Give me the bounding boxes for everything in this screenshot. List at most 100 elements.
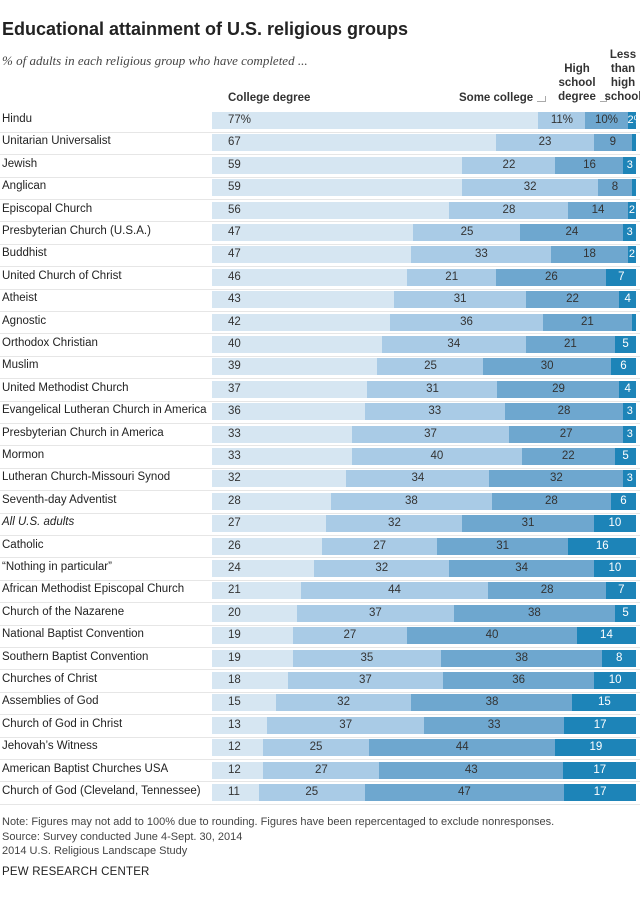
stacked-bar: 77%11%10%2% <box>212 112 637 129</box>
bar-segment-college: 12 <box>212 761 264 779</box>
bar-segment-some-college: 37 <box>287 672 444 689</box>
chart-row: Presbyterian Church in America 33 37 27 3 <box>0 424 640 447</box>
row-divider <box>0 199 640 201</box>
bar-segment-college: 59 <box>212 179 463 197</box>
bar-segment-college: 67 <box>212 134 497 152</box>
chart-row: Anglican 59 32 8 <box>0 177 640 201</box>
category-label: Agnostic <box>2 314 47 327</box>
row-divider <box>0 266 640 268</box>
chart-subtitle: % of adults in each religious group who … <box>2 53 308 68</box>
bar-segment-some-college: 34 <box>381 336 527 353</box>
bar-segment-college: 13 <box>212 716 268 734</box>
stacked-bar: 33 40 22 5 <box>212 448 637 465</box>
chart-row: All U.S. adults 27 32 31 10 <box>0 513 640 537</box>
category-label: Buddhist <box>2 247 47 260</box>
bar-segment-high-school: 18 <box>551 246 628 264</box>
row-divider <box>0 288 640 290</box>
header-some-college: Some college <box>459 92 534 104</box>
bar-segment-some-college: 35 <box>292 649 442 667</box>
stacked-bar: 46 21 26 7 <box>212 268 637 286</box>
stacked-bar: 59 32 8 <box>212 179 637 197</box>
category-label: “Nothing in particular” <box>2 561 112 573</box>
stacked-bar: 43 31 22 4 <box>212 291 637 309</box>
bar-segment-college: 19 <box>212 627 293 645</box>
row-divider <box>0 669 640 671</box>
stacked-bar: 21 44 28 7 <box>212 582 637 600</box>
row-divider <box>0 333 640 335</box>
chart-row: Evangelical Lutheran Church in America 36… <box>0 401 640 425</box>
row-divider <box>0 467 640 469</box>
bar-segment-some-college: 25 <box>413 224 521 241</box>
source-organization: PEW RESEARCH CENTER <box>2 866 150 878</box>
bar-segment-some-college: 33 <box>411 246 552 264</box>
stacked-bar: 27 32 31 10 <box>212 515 637 533</box>
stacked-bar: 32 34 32 3 <box>212 470 637 488</box>
bar-segment-less-than-high-school: 10 <box>594 672 637 689</box>
header-less-than-high-school: Less than high school <box>603 48 640 104</box>
stacked-bar: 37 31 29 4 <box>212 380 637 398</box>
row-divider <box>0 490 640 492</box>
bar-segment-high-school: 40 <box>407 627 577 645</box>
row-divider <box>0 221 640 223</box>
bar-segment-less-than-high-school <box>631 179 637 197</box>
row-divider <box>0 781 640 783</box>
bar-segment-college: 33 <box>212 425 353 443</box>
header-less-line2: than <box>610 63 636 75</box>
chart-row: Hindu 77%11%10%2% <box>0 110 640 133</box>
row-divider <box>0 400 640 402</box>
bar-segment-less-than-high-school: 5 <box>614 336 637 353</box>
header-hs-line2: school <box>558 77 596 89</box>
bar-segment-some-college: 32 <box>275 694 412 712</box>
bar-segment-high-school: 21 <box>542 313 633 331</box>
row-divider <box>0 445 640 447</box>
bar-segment-less-than-high-school: 15 <box>572 694 637 712</box>
chart-row: Orthodox Christian 40 34 21 5 <box>0 334 640 357</box>
stacked-bar: 42 36 21 <box>212 313 637 331</box>
bar-segment-less-than-high-school: 17 <box>563 716 637 734</box>
bar-segment-college: 59 <box>212 156 463 174</box>
category-label: Church of God in Christ <box>2 717 123 730</box>
bar-segment-some-college: 33 <box>364 403 505 421</box>
bar-segment-some-college: 32 <box>313 560 450 577</box>
header-less-line1: Less <box>609 49 637 61</box>
bar-segment-high-school: 31 <box>462 515 594 533</box>
category-label: Hindu <box>2 113 33 125</box>
category-label: Presbyterian Church in America <box>2 426 164 439</box>
bar-segment-some-college: 27 <box>322 537 437 555</box>
chart-row: Seventh-day Adventist 28 38 28 6 <box>0 491 640 514</box>
category-label: Southern Baptist Convention <box>2 650 149 663</box>
chart-row: Assemblies of God 15 32 38 15 <box>0 692 640 716</box>
bar-segment-some-college: 25 <box>262 739 370 757</box>
bar-segment-college: 19 <box>212 649 293 667</box>
category-label: Lutheran Church-Missouri Synod <box>2 471 171 484</box>
category-label: Unitarian Universalist <box>2 135 111 148</box>
bar-segment-high-school: 31 <box>436 537 569 555</box>
header-high-school-degree: High school degree <box>552 62 602 104</box>
stacked-bar: 56 28 14 2 <box>212 201 637 219</box>
bar-segment-some-college: 38 <box>330 492 493 510</box>
bar-segment-some-college: 27 <box>292 627 408 645</box>
row-divider <box>0 311 640 313</box>
category-label: Assemblies of God <box>2 695 99 708</box>
bar-segment-some-college: 37 <box>267 716 425 734</box>
bar-segment-college: 24 <box>212 560 315 577</box>
bar-segment-less-than-high-school: 6 <box>610 358 637 376</box>
row-divider <box>0 535 640 537</box>
bar-segment-high-school: 28 <box>487 582 607 600</box>
bar-segment-high-school: 43 <box>379 761 564 779</box>
row-divider <box>0 355 640 357</box>
stacked-bar: 11 25 47 17 <box>212 784 637 801</box>
row-divider <box>0 714 640 716</box>
bar-segment-high-school: 33 <box>424 716 565 734</box>
category-label: Evangelical Lutheran Church in America <box>2 404 207 417</box>
row-divider <box>0 647 640 649</box>
chart-row: Church of God (Cleveland, Tennessee) 11 25… <box>0 782 640 805</box>
bar-segment-high-school: 36 <box>442 672 595 689</box>
bar-segment-less-than-high-school: 3 <box>623 403 637 421</box>
bar-segment-high-school: 29 <box>497 380 620 398</box>
bar-segment-high-school: 16 <box>555 156 624 174</box>
stacked-bar: 59 22 16 3 <box>212 156 637 174</box>
bar-segment-less-than-high-school: 2% <box>627 112 637 129</box>
stacked-bar: 20 37 38 5 <box>212 604 637 622</box>
stacked-bar: 47 33 18 2 <box>212 246 637 264</box>
